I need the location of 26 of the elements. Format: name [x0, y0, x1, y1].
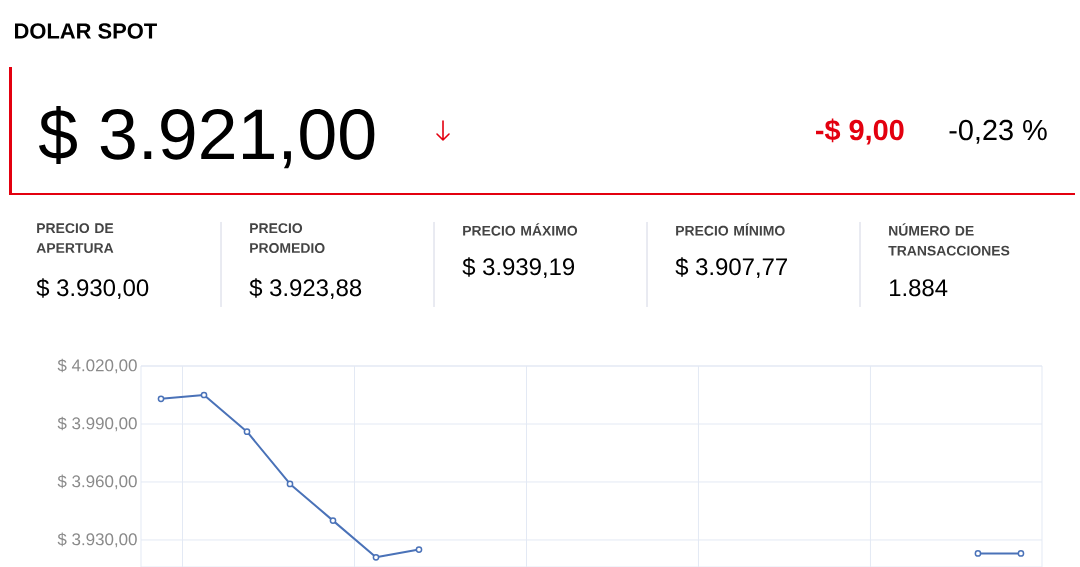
text: PRECIO DE APERTURA [36, 223, 114, 253]
y-tick-label: $ 3.990,00 [57, 416, 137, 432]
point [200, 391, 208, 399]
text: PRECIO MÍNIMO [676, 223, 785, 236]
point [974, 550, 982, 557]
point [243, 428, 251, 436]
point [372, 553, 380, 561]
point [1017, 550, 1025, 557]
text: $ 3.939,19 [462, 257, 575, 279]
point [329, 517, 337, 524]
text: 1.884 [890, 279, 948, 297]
y-tick-label: $ 4.020,00 [57, 358, 137, 374]
text: -$ 9,00 [815, 118, 904, 145]
text: -0,23 % [949, 119, 1047, 144]
point [157, 395, 165, 403]
y-tick-label: $ 3.960,00 [57, 474, 137, 490]
text: PRECIO MÁXIMO [463, 223, 578, 236]
text: $ 3.907,77 [675, 257, 787, 279]
text: NÚMERO DE TRANSACCIONES [888, 223, 1010, 256]
point [415, 546, 423, 553]
chart-title: DOLAR SPOT [15, 23, 157, 39]
text: PRECIO PROMEDIO [250, 223, 325, 253]
point [286, 480, 294, 488]
text: $ 3.923,88 [249, 278, 362, 300]
text: $ 3.921,00 [38, 105, 375, 169]
y-tick-label: $ 3.930,00 [57, 532, 137, 548]
